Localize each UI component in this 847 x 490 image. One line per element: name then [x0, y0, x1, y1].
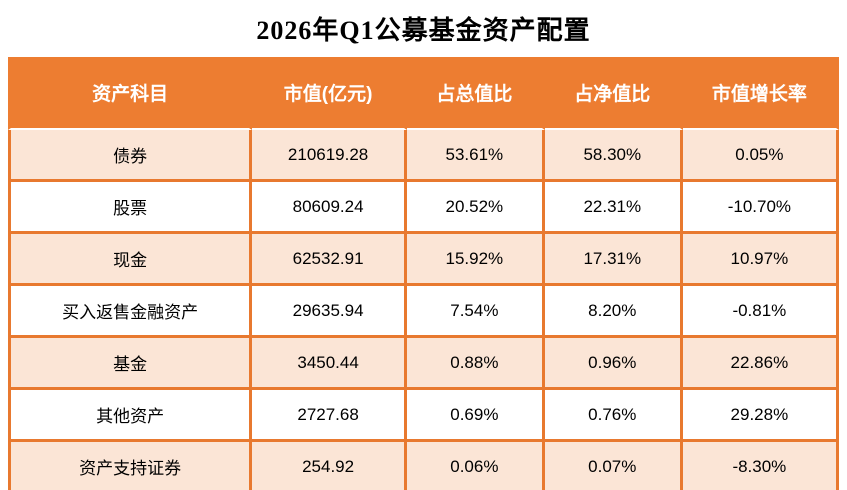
value-cell: 20.52% [406, 182, 545, 234]
table-row: 现金 62532.91 15.92% 17.31% 10.97% [8, 234, 839, 286]
asset-category-cell: 买入返售金融资产 [8, 286, 253, 338]
value-cell: 8.20% [544, 286, 683, 338]
table-row: 债券 210619.28 53.61% 58.30% 0.05% [8, 130, 839, 182]
value-cell: 17.31% [544, 234, 683, 286]
value-cell: -0.81% [682, 286, 839, 338]
value-cell: 0.05% [682, 130, 839, 182]
value-cell: 80609.24 [252, 182, 407, 234]
value-cell: 0.69% [406, 390, 545, 442]
value-cell: -8.30% [682, 442, 839, 490]
asset-allocation-table: 资产科目 市值(亿元) 占总值比 占净值比 市值增长率 债券 210619.28 53.61… [8, 57, 839, 490]
asset-category-cell: 其他资产 [8, 390, 253, 442]
value-cell: 0.88% [406, 338, 545, 390]
table-body: 债券 210619.28 53.61% 58.30% 0.05% 股票 80609.24 20… [8, 130, 839, 490]
value-cell: 29.28% [682, 390, 839, 442]
column-header: 市值增长率 [682, 57, 839, 130]
value-cell: 29635.94 [252, 286, 407, 338]
value-cell: 2727.68 [252, 390, 407, 442]
table-row: 股票 80609.24 20.52% 22.31% -10.70% [8, 182, 839, 234]
asset-category-cell: 基金 [8, 338, 253, 390]
value-cell: 210619.28 [252, 130, 407, 182]
column-header: 市值(亿元) [252, 57, 407, 130]
asset-category-cell: 资产支持证券 [8, 442, 253, 490]
value-cell: 22.86% [682, 338, 839, 390]
value-cell: 62532.91 [252, 234, 407, 286]
table-row: 资产支持证券 254.92 0.06% 0.07% -8.30% [8, 442, 839, 490]
value-cell: 10.97% [682, 234, 839, 286]
column-header: 资产科目 [8, 57, 253, 130]
column-header: 占总值比 [406, 57, 545, 130]
value-cell: 3450.44 [252, 338, 407, 390]
value-cell: 7.54% [406, 286, 545, 338]
asset-category-cell: 债券 [8, 130, 253, 182]
table-row: 其他资产 2727.68 0.69% 0.76% 29.28% [8, 390, 839, 442]
value-cell: 0.07% [544, 442, 683, 490]
asset-category-cell: 股票 [8, 182, 253, 234]
column-header: 占净值比 [544, 57, 683, 130]
value-cell: 254.92 [252, 442, 407, 490]
table-header-row: 资产科目 市值(亿元) 占总值比 占净值比 市值增长率 [8, 57, 839, 130]
value-cell: -10.70% [682, 182, 839, 234]
value-cell: 53.61% [406, 130, 545, 182]
value-cell: 0.76% [544, 390, 683, 442]
table-row: 基金 3450.44 0.88% 0.96% 22.86% [8, 338, 839, 390]
value-cell: 0.06% [406, 442, 545, 490]
page-title: 2026年Q1公募基金资产配置 [256, 16, 591, 45]
value-cell: 22.31% [544, 182, 683, 234]
value-cell: 58.30% [544, 130, 683, 182]
value-cell: 15.92% [406, 234, 545, 286]
data-table: 资产科目 市值(亿元) 占总值比 占净值比 市值增长率 债券 210619.28 53.61… [8, 57, 839, 490]
asset-category-cell: 现金 [8, 234, 253, 286]
value-cell: 0.96% [544, 338, 683, 390]
table-row: 买入返售金融资产 29635.94 7.54% 8.20% -0.81% [8, 286, 839, 338]
